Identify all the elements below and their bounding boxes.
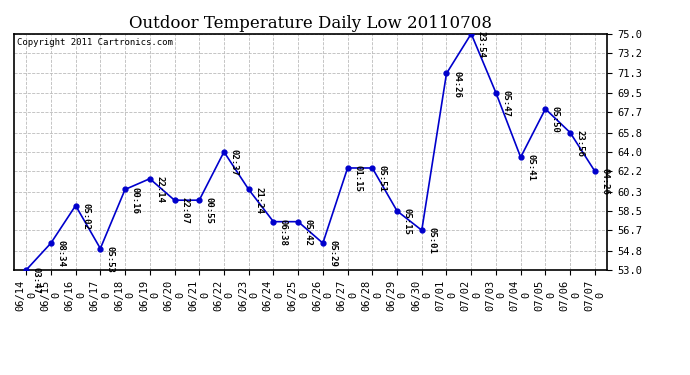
Text: 03:47: 03:47 <box>32 267 41 294</box>
Title: Outdoor Temperature Daily Low 20110708: Outdoor Temperature Daily Low 20110708 <box>129 15 492 32</box>
Text: 05:50: 05:50 <box>551 106 560 133</box>
Text: 04:26: 04:26 <box>600 168 609 195</box>
Text: 05:47: 05:47 <box>502 90 511 117</box>
Text: 08:34: 08:34 <box>57 240 66 267</box>
Text: 22:14: 22:14 <box>155 176 164 203</box>
Text: 02:37: 02:37 <box>230 149 239 176</box>
Text: 01:15: 01:15 <box>353 165 362 192</box>
Text: 23:56: 23:56 <box>575 130 584 157</box>
Text: 05:02: 05:02 <box>81 203 90 229</box>
Text: 05:15: 05:15 <box>402 208 412 235</box>
Text: 22:07: 22:07 <box>180 197 189 224</box>
Text: 06:38: 06:38 <box>279 219 288 246</box>
Text: 05:51: 05:51 <box>378 165 387 192</box>
Text: 00:55: 00:55 <box>205 197 214 224</box>
Text: 04:26: 04:26 <box>452 71 461 98</box>
Text: 05:29: 05:29 <box>328 240 337 267</box>
Text: 05:53: 05:53 <box>106 246 115 273</box>
Text: 05:42: 05:42 <box>304 219 313 246</box>
Text: 00:16: 00:16 <box>130 187 139 213</box>
Text: 23:54: 23:54 <box>477 31 486 58</box>
Text: 05:01: 05:01 <box>427 228 436 254</box>
Text: 21:24: 21:24 <box>254 187 264 213</box>
Text: 05:41: 05:41 <box>526 154 535 182</box>
Text: Copyright 2011 Cartronics.com: Copyright 2011 Cartronics.com <box>17 39 172 48</box>
